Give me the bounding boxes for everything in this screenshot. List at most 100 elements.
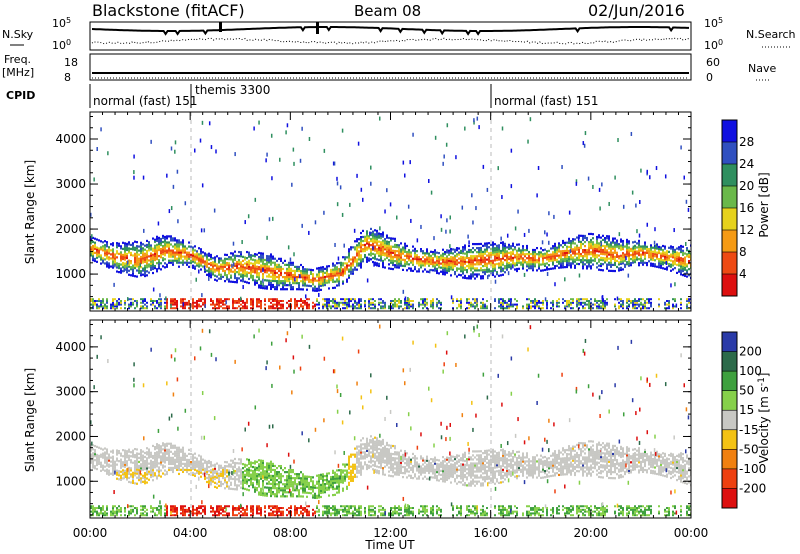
power-cell: [472, 257, 474, 260]
power-cell: [402, 250, 404, 253]
velocity-cell: [180, 458, 182, 461]
power-cell: [396, 258, 398, 261]
power-cell: [158, 261, 160, 264]
power-cell: [336, 181, 339, 186]
velocity-cell: [154, 507, 156, 510]
power-cell: [270, 267, 272, 270]
power-cell: [604, 236, 606, 240]
power-cell: [498, 254, 500, 257]
power-cell: [274, 299, 276, 302]
power-cell: [542, 269, 544, 272]
power-cell: [96, 250, 98, 253]
power-cell: [322, 272, 324, 275]
power-cell: [510, 298, 512, 301]
power-cell: [278, 277, 280, 281]
power-cell: [610, 241, 612, 244]
power-cell: [326, 305, 328, 308]
power-cell: [124, 252, 126, 255]
power-cell: [484, 244, 486, 247]
power-cell: [138, 253, 140, 256]
power-cell: [424, 260, 426, 263]
power-cell: [252, 278, 254, 282]
power-cell: [300, 298, 302, 301]
power-cell: [538, 261, 540, 264]
power-cell: [506, 268, 508, 271]
power-cell: [128, 269, 130, 272]
power-cell: [404, 173, 406, 178]
power-cell: [279, 157, 281, 162]
power-cell: [500, 303, 502, 306]
power-cell: [662, 255, 664, 258]
power-cell: [598, 303, 600, 306]
power-cell: [636, 258, 638, 261]
power-cell: [630, 299, 632, 302]
power-cell: [242, 299, 244, 302]
power-cell: [554, 282, 556, 287]
power-cell: [294, 303, 296, 306]
power-cell: [382, 247, 384, 250]
power-cell: [432, 307, 434, 310]
power-cell: [628, 299, 630, 302]
power-cell: [576, 244, 578, 247]
power-cell: [622, 248, 624, 251]
power-cell: [660, 262, 662, 265]
velocity-cell: [148, 452, 150, 455]
power-cell: [110, 257, 112, 260]
power-cell: [262, 266, 264, 269]
power-cell: [260, 254, 262, 257]
power-cell: [214, 305, 216, 308]
velocity-cell: [170, 456, 172, 459]
power-cell: [96, 303, 98, 306]
velocity-cell: [200, 463, 202, 466]
power-cell: [260, 307, 262, 310]
power-cell: [143, 228, 145, 233]
power-cell: [174, 259, 176, 262]
power-cell: [474, 301, 476, 304]
power-cell: [650, 246, 652, 249]
velocity-cell: [130, 505, 132, 508]
power-cell: [420, 266, 422, 269]
power-cell: [302, 268, 304, 271]
velocity-cell: [146, 477, 148, 480]
power-cell: [452, 299, 454, 302]
power-cell: [172, 255, 174, 258]
velocity-cell: [126, 460, 128, 463]
power-cell: [108, 262, 110, 265]
power-cell: [648, 250, 650, 253]
power-cell: [446, 267, 448, 270]
power-cell: [502, 255, 504, 258]
power-cell: [502, 261, 504, 264]
power-cell: [580, 242, 582, 246]
power-cell: [176, 169, 179, 174]
velocity-cell: [164, 457, 166, 460]
power-cell: [476, 275, 478, 278]
power-cell: [500, 298, 502, 301]
power-cell: [556, 303, 558, 306]
power-cell: [614, 257, 616, 260]
power-cell: [468, 259, 470, 262]
nave-tick-bottom: 0: [706, 71, 713, 84]
velocity-cell: [114, 505, 116, 508]
power-cell: [496, 256, 498, 260]
power-cell: [546, 256, 548, 259]
power-cell: [340, 271, 342, 275]
velocity-cell: [158, 505, 160, 508]
power-cell: [360, 299, 362, 302]
power-cell: [120, 255, 122, 258]
power-cell: [476, 303, 478, 306]
power-cell: [562, 250, 564, 253]
power-cell: [170, 243, 172, 246]
power-cell: [386, 252, 388, 255]
power-cell: [400, 242, 402, 245]
power-cell: [270, 263, 272, 266]
power-cell: [536, 259, 538, 262]
velocity-cell: [156, 477, 158, 480]
power-cell: [386, 242, 388, 245]
power-cell: [682, 245, 684, 248]
power-cell: [118, 298, 120, 301]
power-cell: [136, 263, 138, 266]
power-cell: [632, 261, 634, 264]
power-cell: [118, 262, 120, 266]
power-cell: [242, 263, 244, 267]
velocity-cell: [98, 507, 100, 510]
